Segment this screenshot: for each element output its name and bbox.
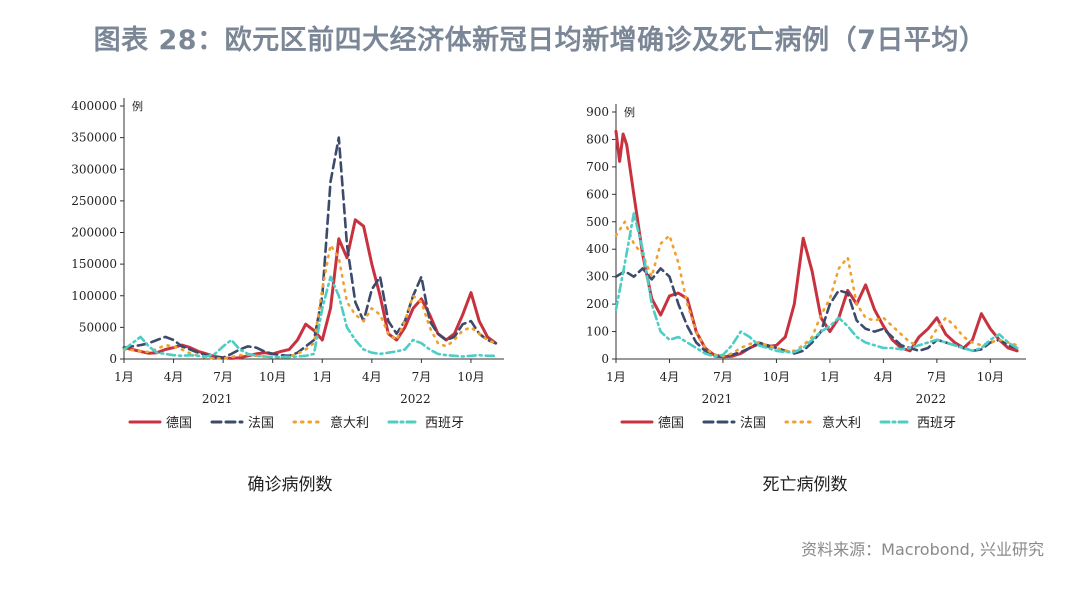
legend-label-germany: 德国: [658, 416, 684, 431]
series-line-italy: [614, 220, 1019, 358]
series-line-germany: [122, 218, 498, 360]
x-tick-label: 4月: [660, 370, 680, 384]
y-tick-label: 600: [586, 187, 609, 201]
legend-label-italy: 意大利: [822, 415, 861, 431]
x-tick-label: 10月: [457, 370, 484, 384]
y-tick-label: 800: [586, 132, 609, 146]
legend-label-france: 法国: [740, 416, 766, 431]
x-year-label: 2021: [702, 392, 733, 406]
page-title: 图表 28：欧元区前四大经济体新冠日均新增确诊及死亡病例（7日平均）: [93, 25, 987, 56]
y-tick-label: 0: [601, 352, 609, 366]
chart-confirmed-cases: 0 50000 100000 150000 200000 250000 300000 3500…: [40, 88, 520, 448]
x-tick-label: 4月: [164, 370, 184, 384]
chart-deaths: 0 100 200 300 400 500 600 700 800 900 例 1月 4月 7月 10月 1月…: [560, 88, 1040, 448]
x-tick-label: 10月: [763, 370, 790, 384]
x-year-label: 2021: [202, 392, 233, 406]
x-tick-label: 1月: [606, 370, 626, 384]
y-unit-label: 例: [132, 99, 143, 113]
series-line-italy: [122, 243, 498, 360]
confirmed-chart-svg: 0 50000 100000 150000 200000 250000 300000 3500…: [71, 98, 504, 431]
x-tick-label: 10月: [977, 370, 1004, 384]
series-line-france: [122, 136, 498, 360]
x-tick-label: 7月: [713, 370, 733, 384]
y-tick-label: 700: [586, 160, 609, 174]
y-tick-label: 50000: [79, 320, 117, 334]
y-tick-label: 200: [586, 297, 609, 311]
source-note: 资料来源：Macrobond, 兴业研究: [801, 540, 1044, 559]
x-year-label: 2022: [400, 392, 431, 406]
series-line-spain: [122, 275, 498, 359]
deaths-chart-svg: 0 100 200 300 400 500 600 700 800 900 例 1月 4月 7月 10月 1月…: [586, 104, 1026, 431]
y-tick-label: 150000: [71, 257, 117, 271]
confirmed-caption: 确诊病例数: [247, 475, 333, 495]
legend-label-france: 法国: [248, 416, 274, 431]
y-tick-label: 250000: [71, 194, 117, 208]
series-line-spain: [614, 212, 1019, 358]
legend-label-germany: 德国: [166, 416, 192, 431]
y-unit-label: 例: [624, 105, 635, 119]
y-tick-label: 900: [586, 105, 609, 119]
series-line-germany: [614, 129, 1019, 359]
y-tick-label: 200000: [71, 226, 117, 240]
y-tick-label: 400: [586, 242, 609, 256]
x-tick-label: 1月: [312, 370, 332, 384]
x-tick-label: 7月: [412, 370, 432, 384]
y-tick-label: 100000: [71, 289, 117, 303]
x-tick-label: 4月: [362, 370, 382, 384]
x-tick-label: 7月: [927, 370, 947, 384]
x-tick-label: 7月: [213, 370, 233, 384]
x-tick-label: 1月: [114, 370, 134, 384]
y-tick-label: 500: [586, 215, 609, 229]
deaths-caption: 死亡病例数: [762, 475, 848, 495]
legend-label-spain: 西班牙: [425, 416, 464, 431]
legend-label-spain: 西班牙: [917, 416, 956, 431]
y-tick-label: 0: [109, 352, 117, 366]
y-tick-label: 100: [586, 325, 609, 339]
x-year-label: 2022: [916, 392, 947, 406]
y-tick-label: 300: [586, 270, 609, 284]
y-tick-label: 400000: [71, 99, 117, 113]
x-tick-label: 10月: [259, 370, 286, 384]
legend-label-italy: 意大利: [330, 415, 369, 431]
y-tick-label: 300000: [71, 162, 117, 176]
x-tick-label: 4月: [874, 370, 894, 384]
y-tick-label: 350000: [71, 131, 117, 145]
x-tick-label: 1月: [820, 370, 840, 384]
